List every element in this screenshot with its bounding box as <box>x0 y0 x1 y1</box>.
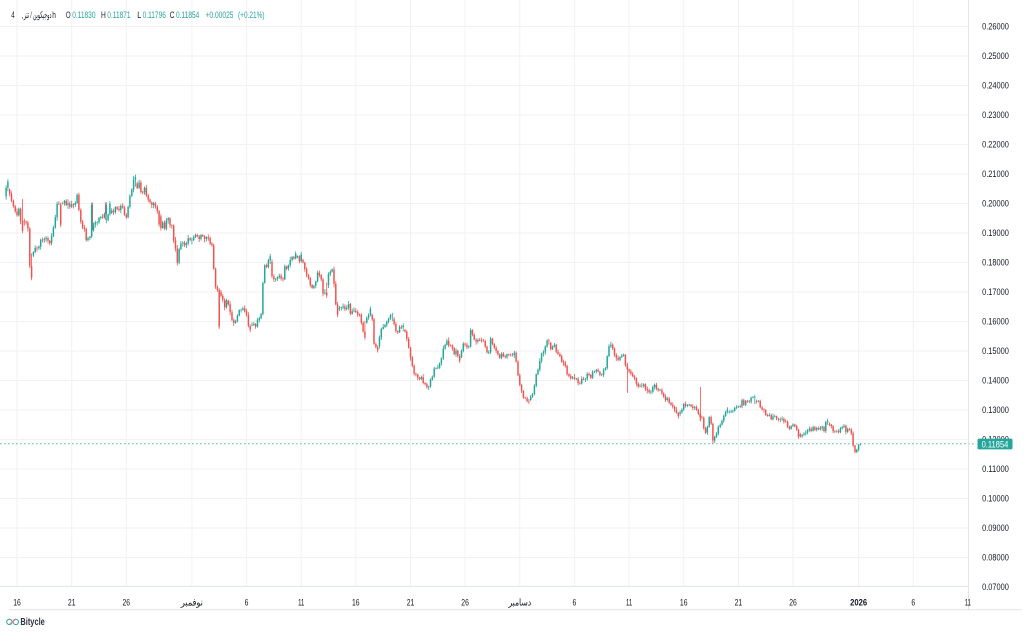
svg-text:4: 4 <box>11 10 14 20</box>
svg-text:0.07000: 0.07000 <box>982 582 1009 592</box>
svg-text:0.09000: 0.09000 <box>982 523 1009 533</box>
svg-text:26: 26 <box>461 597 469 607</box>
svg-text:11: 11 <box>298 597 304 607</box>
svg-text:0.11854: 0.11854 <box>982 439 1009 449</box>
svg-text:0.19000: 0.19000 <box>982 228 1009 238</box>
svg-text:H: H <box>101 10 106 20</box>
svg-text:16: 16 <box>352 597 360 607</box>
svg-text:0.11871: 0.11871 <box>107 10 130 20</box>
svg-text:0.16000: 0.16000 <box>982 317 1009 327</box>
svg-text:0.11796: 0.11796 <box>143 10 166 20</box>
svg-text:L: L <box>137 10 141 20</box>
svg-text:11: 11 <box>626 597 632 607</box>
svg-text:O: O <box>66 10 71 20</box>
svg-text:دسامبر: دسامبر <box>508 597 531 608</box>
svg-text:0.13000: 0.13000 <box>982 405 1009 415</box>
svg-text:0.21000: 0.21000 <box>982 169 1009 179</box>
svg-text:0.08000: 0.08000 <box>982 553 1009 563</box>
svg-text:21: 21 <box>735 597 743 607</box>
svg-text:0.26000: 0.26000 <box>982 22 1009 32</box>
svg-text:6: 6 <box>245 597 249 607</box>
svg-text:C: C <box>170 10 175 20</box>
svg-text:0.11000: 0.11000 <box>982 464 1009 474</box>
svg-text:6: 6 <box>911 597 915 607</box>
svg-text:0.17000: 0.17000 <box>982 287 1009 297</box>
svg-text:0.24000: 0.24000 <box>982 81 1009 91</box>
svg-text:0.18000: 0.18000 <box>982 258 1009 268</box>
svg-text:(+0.21%): (+0.21%) <box>238 10 265 20</box>
svg-text:0.20000: 0.20000 <box>982 199 1009 209</box>
svg-text:0.23000: 0.23000 <box>982 110 1009 120</box>
svg-text:26: 26 <box>789 597 797 607</box>
svg-text:0.11854: 0.11854 <box>176 10 199 20</box>
svg-text:h: h <box>52 10 56 20</box>
svg-text:0.11830: 0.11830 <box>72 10 95 20</box>
svg-text:0.10000: 0.10000 <box>982 494 1009 504</box>
svg-text:16: 16 <box>680 597 688 607</box>
svg-text:دوجيكوين / تتر: دوجيكوين / تتر <box>23 10 51 21</box>
svg-text:Bitycle: Bitycle <box>20 617 45 628</box>
svg-text:0.22000: 0.22000 <box>982 140 1009 150</box>
svg-text:16: 16 <box>13 597 21 607</box>
svg-text:0.25000: 0.25000 <box>982 51 1009 61</box>
svg-text:نوفمبر: نوفمبر <box>180 597 203 608</box>
svg-text:,: , <box>22 10 24 20</box>
svg-text:21: 21 <box>68 597 76 607</box>
svg-text:2026: 2026 <box>850 597 867 607</box>
svg-text:6: 6 <box>573 597 577 607</box>
svg-text:0.15000: 0.15000 <box>982 346 1009 356</box>
svg-text:0.14000: 0.14000 <box>982 376 1009 386</box>
svg-text:11: 11 <box>965 597 971 607</box>
svg-text:21: 21 <box>407 597 415 607</box>
svg-text:+0.00025: +0.00025 <box>206 10 234 20</box>
svg-text:26: 26 <box>123 597 131 607</box>
